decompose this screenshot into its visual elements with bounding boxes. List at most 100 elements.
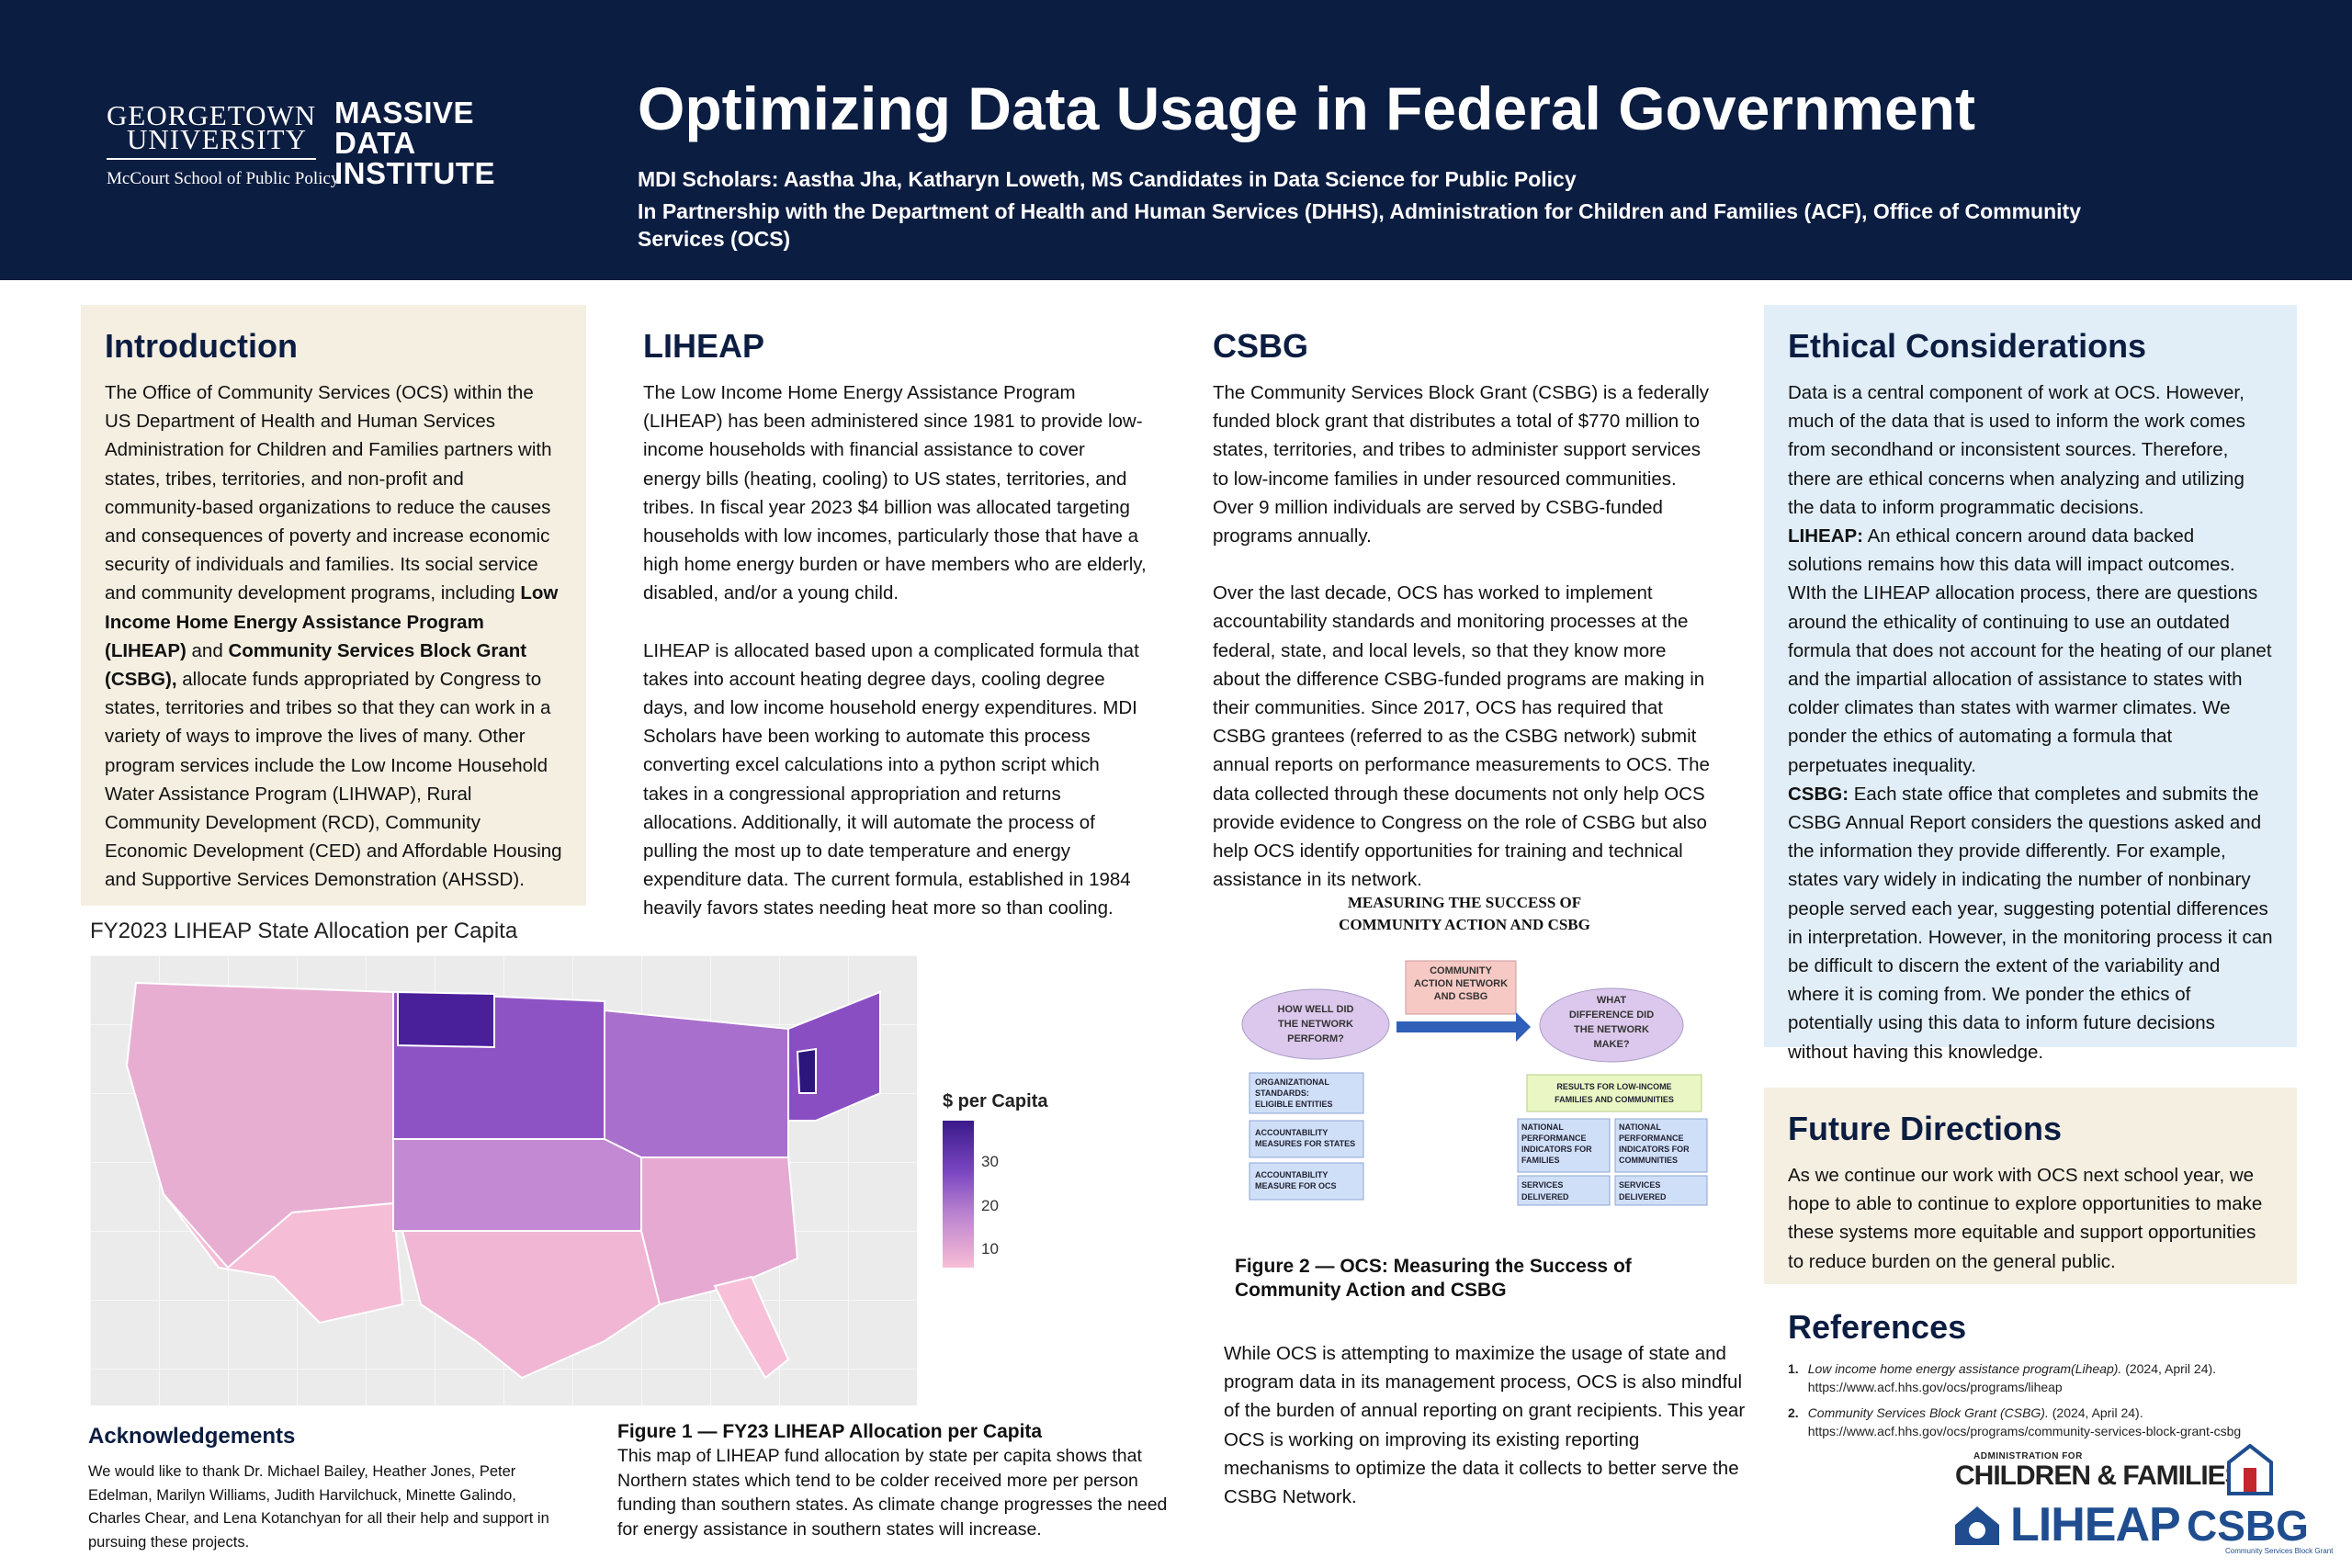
ethics-liheap-text: An ethical concern around data backed so… xyxy=(1788,525,2272,776)
reference-item: 2. Community Services Block Grant (CSBG)… xyxy=(1788,1404,2301,1440)
logo-institute-line2: DATA xyxy=(334,126,416,160)
diagram-left-box-2-line1: ACCOUNTABILITY xyxy=(1255,1128,1328,1137)
csbg-closing-paragraph: While OCS is attempting to maximize the … xyxy=(1224,1343,1746,1508)
acf-logo-small: ADMINISTRATION FOR xyxy=(1973,1451,2083,1461)
liheap-paragraph-1: The Low Income Home Energy Assistance Pr… xyxy=(643,382,1147,604)
csbg-closing-block: While OCS is attempting to maximize the … xyxy=(1224,1339,1747,1511)
diagram-center-line2: ACTION NETWORK xyxy=(1414,978,1508,989)
reference-date: (2024, April 24). xyxy=(2048,1405,2143,1420)
ethics-heading: Ethical Considerations xyxy=(1788,327,2147,365)
reference-title: Community Services Block Grant (CSBG). xyxy=(1807,1405,2049,1420)
diagram-right-box-3 xyxy=(1517,1175,1611,1206)
map-legend-tick-30: 30 xyxy=(981,1153,999,1170)
diagram-center-box xyxy=(1405,960,1517,1015)
references-heading: References xyxy=(1788,1308,1967,1346)
diagram-results-box xyxy=(1526,1074,1702,1112)
map-legend-colorbar xyxy=(943,1121,974,1268)
introduction-panel: Introduction The Office of Community Ser… xyxy=(81,305,586,906)
diagram-left-oval-line3: PERFORM? xyxy=(1287,1033,1344,1044)
csbg-section: CSBG The Community Services Block Grant … xyxy=(1189,305,1740,916)
introduction-liheap-bold: Low Income Home Energy Assistance Progra… xyxy=(105,582,559,661)
map-legend-tick-10: 10 xyxy=(981,1240,999,1258)
diagram-right-box-2-line1: NATIONAL xyxy=(1619,1122,1661,1132)
logo-university: UNIVERSITY xyxy=(127,123,307,155)
csbg-paragraph-2: Over the last decade, OCS has worked to … xyxy=(1213,582,1710,891)
partner-logos: ADMINISTRATION FOR CHILDREN & FAMILIES L… xyxy=(1951,1444,2337,1555)
reference-body: Community Services Block Grant (CSBG). (… xyxy=(1808,1404,2242,1440)
introduction-text-2: and xyxy=(186,639,229,661)
diagram-title-line2: COMMUNITY ACTION AND CSBG xyxy=(1339,916,1590,933)
diagram-right-oval-line4: MAKE? xyxy=(1593,1039,1629,1050)
logo-institute-line3: INSTITUTE xyxy=(334,156,495,190)
logo-divider xyxy=(107,158,316,160)
diagram-left-box-3-line2: MEASURE FOR OCS xyxy=(1255,1181,1337,1190)
reference-url[interactable]: https://www.acf.hhs.gov/ocs/programs/com… xyxy=(1807,1424,2242,1438)
diagram-right-box-1-line1: NATIONAL xyxy=(1521,1122,1564,1132)
diagram-right-oval xyxy=(1539,987,1684,1063)
logo-school: McCourt School of Public Policy xyxy=(107,169,340,188)
csbg-heading: CSBG xyxy=(1213,327,1309,365)
liheap-paragraph-2: LIHEAP is allocated based upon a complic… xyxy=(643,639,1139,919)
map-plot-area xyxy=(90,955,917,1405)
reference-date: (2024, April 24). xyxy=(2121,1361,2217,1376)
diagram-results-line2: FAMILIES AND COMMUNITIES xyxy=(1555,1095,1674,1104)
diagram-right-box-4-line1: SERVICES xyxy=(1619,1180,1660,1190)
introduction-text: The Office of Community Services (OCS) w… xyxy=(105,378,562,895)
diagram-right-box-1 xyxy=(1517,1118,1611,1173)
diagram-left-oval xyxy=(1241,988,1390,1060)
diagram-left-box-2-line2: MEASURES FOR STATES xyxy=(1255,1139,1355,1148)
diagram-left-box-1-line2: STANDARDS: xyxy=(1255,1089,1309,1098)
ethics-csbg-label: CSBG: xyxy=(1788,783,1849,805)
map-region-north-dakota xyxy=(397,990,495,1049)
diagram-left-box-2 xyxy=(1249,1120,1364,1158)
diagram-arrow xyxy=(1396,1012,1531,1042)
introduction-text-3: allocate funds appropriated by Congress … xyxy=(105,669,562,891)
diagram-center-line3: AND CSBG xyxy=(1434,991,1488,1002)
reference-number: 2. xyxy=(1788,1405,1799,1420)
csbg-paragraph-1: The Community Services Block Grant (CSBG… xyxy=(1213,382,1709,547)
map-region-florida xyxy=(713,1275,790,1380)
poster-header: GEORGETOWN UNIVERSITY McCourt School of … xyxy=(0,0,2352,280)
diagram-right-box-3-line2: DELIVERED xyxy=(1521,1192,1569,1201)
diagram-left-box-1-line3: ELIGIBLE ENTITIES xyxy=(1255,1100,1333,1109)
diagram-right-box-2-line2: PERFORMANCE xyxy=(1619,1134,1684,1143)
acknowledgements-block: Acknowledgements We would like to thank … xyxy=(88,1424,566,1554)
figure-2-caption-block: Figure 2 — OCS: Measuring the Success of… xyxy=(1235,1255,1713,1303)
diagram-right-oval-line1: WHAT xyxy=(1597,995,1626,1006)
diagram-right-box-2 xyxy=(1614,1118,1708,1173)
map-legend-tick-20: 20 xyxy=(981,1197,999,1214)
csbg-logo-subtitle: Community Services Block Grant xyxy=(2225,1547,2334,1555)
figure-1-caption: Figure 1 — FY23 LIHEAP Allocation per Ca… xyxy=(617,1421,1043,1442)
future-directions-panel: Future Directions As we continue our wor… xyxy=(1764,1088,2297,1284)
diagram-right-oval-line3: THE NETWORK xyxy=(1574,1024,1649,1035)
ethics-liheap-label: LIHEAP: xyxy=(1788,525,1863,547)
csbg-success-diagram: MEASURING THE SUCCESS OF COMMUNITY ACTIO… xyxy=(1241,894,1708,1206)
liheap-logo: LIHEAP xyxy=(2010,1498,2181,1551)
poster-title: Optimizing Data Usage in Federal Governm… xyxy=(638,74,1975,142)
diagram-title-line1: MEASURING THE SUCCESS OF xyxy=(1348,894,1581,911)
poster-scholars: MDI Scholars: Aastha Jha, Katharyn Lowet… xyxy=(638,167,1577,191)
logo-institute: MASSIVE DATA INSTITUTE xyxy=(334,97,495,188)
figure-2-caption: Figure 2 — OCS: Measuring the Success of… xyxy=(1235,1256,1632,1301)
future-heading: Future Directions xyxy=(1788,1110,2063,1147)
ethical-considerations-panel: Ethical Considerations Data is a central… xyxy=(1764,305,2297,1063)
ethics-liheap-paragraph: LIHEAP: An ethical concern around data b… xyxy=(1788,522,2273,780)
introduction-text-1: The Office of Community Services (OCS) w… xyxy=(105,382,552,604)
future-text: As we continue our work with OCS next sc… xyxy=(1788,1165,2263,1272)
ethics-intro: Data is a central component of work at O… xyxy=(1788,382,2245,518)
reference-body: Low income home energy assistance progra… xyxy=(1808,1359,2216,1396)
figure-1-text: This map of LIHEAP fund allocation by st… xyxy=(617,1446,1168,1540)
reference-item: 1. Low income home energy assistance pro… xyxy=(1788,1359,2301,1396)
diagram-right-box-2-line4: COMMUNITIES xyxy=(1619,1156,1678,1165)
reference-url[interactable]: https://www.acf.hhs.gov/ocs/programs/lih… xyxy=(1807,1380,2063,1394)
diagram-right-box-4-line2: DELIVERED xyxy=(1619,1192,1667,1201)
diagram-left-box-3-line1: ACCOUNTABILITY xyxy=(1255,1170,1328,1179)
map-region-great-lakes xyxy=(604,1009,789,1158)
logo-georgetown: GEORGETOWN xyxy=(107,99,317,131)
sun-icon xyxy=(1955,1506,1999,1545)
references-section: References 1. Low income home energy ass… xyxy=(1764,1286,2324,1462)
diagram-right-oval-line2: DIFFERENCE DID xyxy=(1569,1010,1654,1021)
diagram-left-box-1 xyxy=(1249,1072,1364,1114)
diagram-right-box-3-line1: SERVICES xyxy=(1521,1180,1563,1190)
diagram-left-oval-line2: THE NETWORK xyxy=(1278,1019,1353,1030)
